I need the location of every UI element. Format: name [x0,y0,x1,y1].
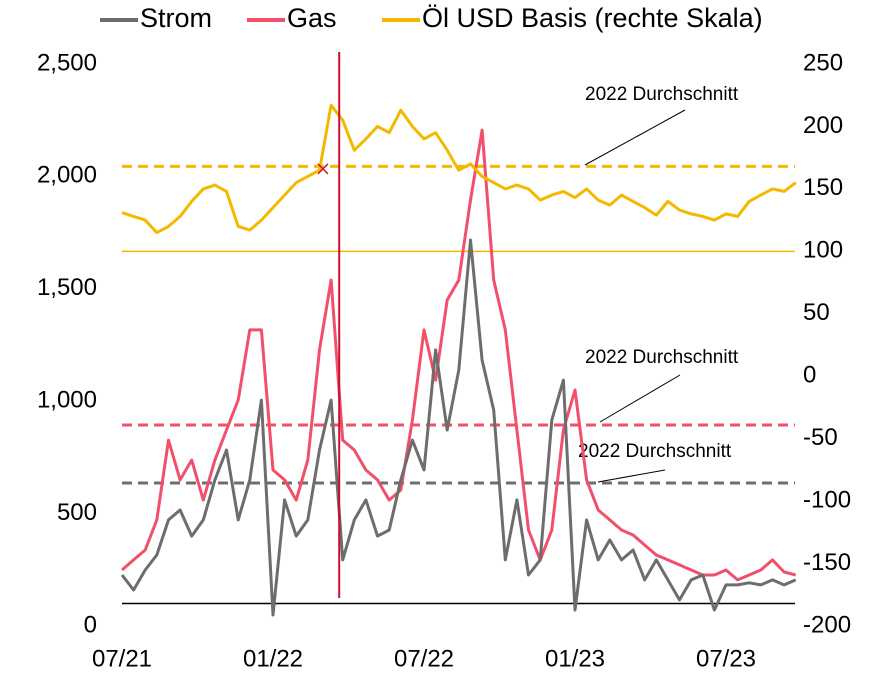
leader-line [584,109,686,166]
y-tick-label: 1,500 [37,274,97,301]
y-tick-label: 500 [57,499,97,526]
y2-tick-label: -150 [803,549,851,576]
annotation: 2022 Durchschnitt [578,441,732,462]
legend-label: Strom [140,3,212,33]
legend-label: Öl USD Basis (rechte Skala) [422,3,763,33]
y-tick-label: 2,000 [37,162,97,189]
y-tick-label: 0 [84,611,97,638]
y2-tick-label: -100 [803,486,851,513]
y2-tick-label: 0 [803,362,816,389]
legend-label: Gas [287,3,337,33]
y2-tick-label: 50 [803,299,830,326]
leader-line [597,469,666,483]
cross-marker [317,163,329,175]
series-line [121,103,797,235]
y2-tick-label: 150 [803,174,843,201]
y-tick-label: 2,500 [37,49,97,76]
annotation: 2022 Durchschnitt [585,84,739,105]
leader-line [599,374,681,423]
series-line [120,238,797,617]
y2-tick-label: 250 [803,49,843,76]
x-tick-label: 07/23 [696,645,756,672]
x-tick-label: 07/21 [92,645,152,672]
series-line [121,128,797,582]
y2-tick-label: -200 [803,611,851,638]
annotation: 2022 Durchschnitt [585,347,739,368]
y2-tick-label: 100 [803,237,843,264]
x-tick-label: 01/22 [243,645,303,672]
x-tick-label: 07/22 [394,645,454,672]
y2-tick-label: 200 [803,112,843,139]
x-tick-label: 01/23 [545,645,605,672]
y-tick-label: 1,000 [37,387,97,414]
y2-tick-label: -50 [803,424,838,451]
